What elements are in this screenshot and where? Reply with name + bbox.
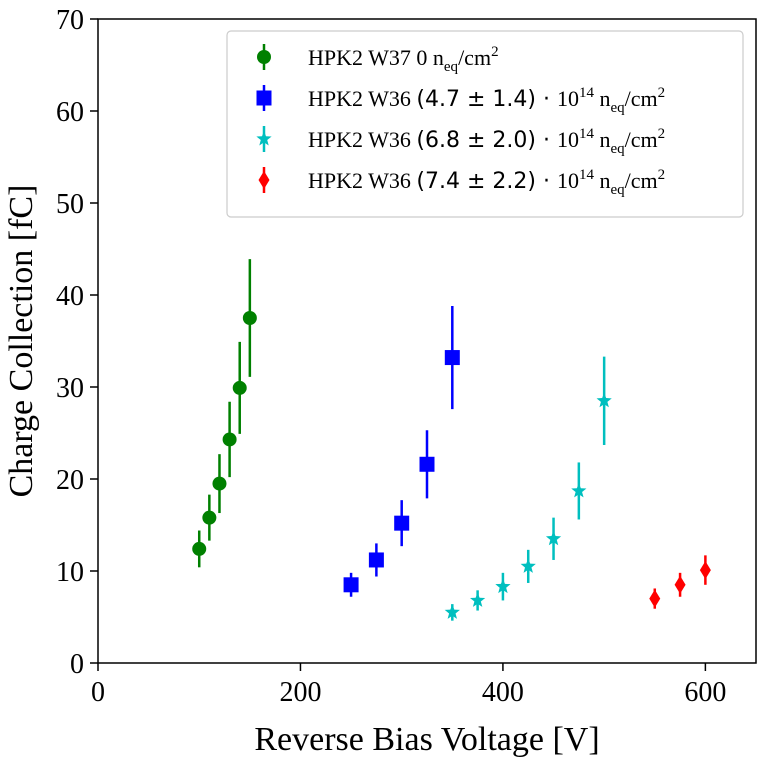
data-point: [419, 456, 435, 472]
y-tick-label: 0: [70, 649, 84, 680]
data-point: [444, 350, 460, 366]
data-point: [495, 578, 511, 594]
data-point: [674, 575, 686, 594]
data-point: [649, 589, 661, 608]
data-point: [232, 380, 247, 395]
data-point: [192, 541, 207, 556]
data-point: [212, 476, 227, 491]
plot-area: [192, 259, 711, 621]
y-tick-label: 60: [56, 97, 84, 128]
series-3: [444, 356, 612, 621]
data-point: [596, 392, 612, 408]
x-tick-label: 600: [684, 677, 726, 708]
data-point: [394, 515, 410, 531]
data-point: [444, 604, 460, 619]
series-2: [343, 306, 460, 597]
data-point: [699, 561, 711, 580]
data-point: [368, 552, 384, 568]
axes: 0 200 400 600 0 10 20 30 40 50 60 70: [56, 5, 726, 708]
y-tick-label: 30: [56, 373, 84, 404]
y-tick-label: 20: [56, 465, 84, 496]
y-tick-label: 40: [56, 281, 84, 312]
series-4: [649, 555, 711, 609]
x-axis-title: Reverse Bias Voltage [V]: [254, 721, 599, 758]
legend-label: HPK2 W36 (4.7 ± 1.4) · 1014 neq/cm2: [308, 85, 665, 116]
legend-marker: [256, 131, 272, 146]
y-tick-label: 50: [56, 189, 84, 220]
plot-frame: [97, 18, 757, 664]
legend-marker: [258, 171, 270, 189]
y-tick-label: 10: [56, 557, 84, 588]
y-axis-title: Charge Collection [fC]: [3, 185, 40, 498]
data-point: [545, 530, 562, 546]
data-point: [571, 482, 587, 498]
legend-label: HPK2 W36 (7.4 ± 2.2) · 1014 neq/cm2: [308, 167, 665, 198]
data-point: [202, 510, 217, 525]
legend: HPK2 W37 0 neq/cm2 HPK2 W36 (4.7 ± 1.4) ·…: [226, 30, 744, 218]
legend-label: HPK2 W37 0 neq/cm2: [308, 44, 499, 75]
legend-marker: [257, 50, 271, 64]
data-point: [470, 592, 486, 607]
data-point: [222, 432, 237, 447]
data-point: [520, 558, 536, 573]
data-point: [343, 577, 359, 593]
x-tick-label: 0: [91, 677, 105, 708]
data-point: [242, 311, 257, 325]
legend-label: HPK2 W36 (6.8 ± 2.0) · 1014 neq/cm2: [308, 126, 665, 157]
legend-marker: [256, 90, 272, 106]
legend-box: [226, 30, 744, 218]
x-tick-label: 200: [279, 677, 321, 708]
series-1: [192, 259, 257, 568]
x-tick-label: 400: [482, 677, 524, 708]
y-tick-label: 70: [56, 5, 84, 36]
